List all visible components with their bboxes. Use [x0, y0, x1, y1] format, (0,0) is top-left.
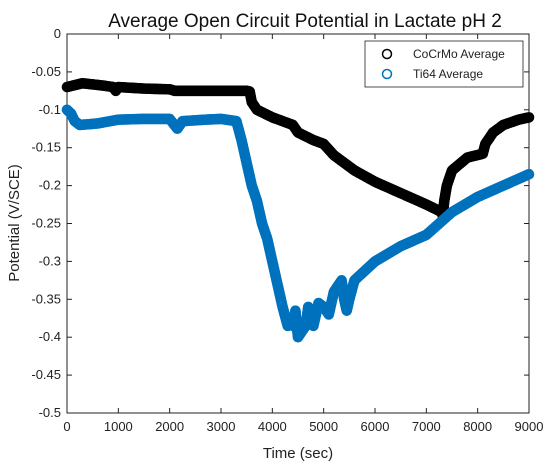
y-tick-label: 0 — [54, 26, 61, 41]
y-tick-label: -0.05 — [31, 64, 61, 79]
x-tick-label: 1000 — [104, 419, 133, 434]
y-tick-label: -0.15 — [31, 140, 61, 155]
y-tick-label: -0.4 — [39, 329, 61, 344]
x-axis-label: Time (sec) — [263, 445, 333, 462]
legend-marker-cocrmo — [381, 48, 393, 60]
legend-box — [364, 40, 524, 88]
x-tick-label: 7000 — [412, 419, 441, 434]
y-tick-label: -0.35 — [31, 291, 61, 306]
x-tick-label: 4000 — [258, 419, 287, 434]
series-ti64 — [61, 104, 535, 343]
x-tick-label: 3000 — [207, 419, 236, 434]
x-tick-label: 8000 — [463, 419, 492, 434]
series-cocrmo — [61, 77, 535, 222]
data-series — [61, 77, 535, 343]
y-tick-label: -0.2 — [39, 178, 61, 193]
x-tick-label: 0 — [63, 419, 70, 434]
x-tick-label: 6000 — [361, 419, 390, 434]
y-axis-label: Potential (V/SCE) — [6, 164, 23, 282]
x-tick-label: 5000 — [309, 419, 338, 434]
data-point — [523, 112, 535, 123]
plot-area — [66, 33, 530, 414]
y-tick-label: -0.1 — [39, 102, 61, 117]
legend-marker-ti64 — [381, 68, 393, 80]
data-point — [523, 168, 535, 180]
legend-label-cocrmo: CoCrMo Average — [413, 47, 505, 61]
x-tick-label: 2000 — [155, 419, 184, 434]
legend-label-ti64: Ti64 Average — [413, 67, 483, 81]
y-tick-label: -0.45 — [31, 367, 61, 382]
y-tick-label: -0.25 — [31, 216, 61, 231]
y-tick-label: -0.5 — [39, 405, 61, 420]
legend: CoCrMo Average Ti64 Average — [364, 40, 524, 88]
chart-title: Average Open Circuit Potential in Lactat… — [108, 11, 502, 32]
x-tick-label: 9000 — [515, 419, 544, 434]
axis-ticks: 0 1000 2000 3000 4000 5000 6000 7000 8000 90000-0… — [31, 26, 543, 434]
y-tick-label: -0.3 — [39, 253, 61, 268]
